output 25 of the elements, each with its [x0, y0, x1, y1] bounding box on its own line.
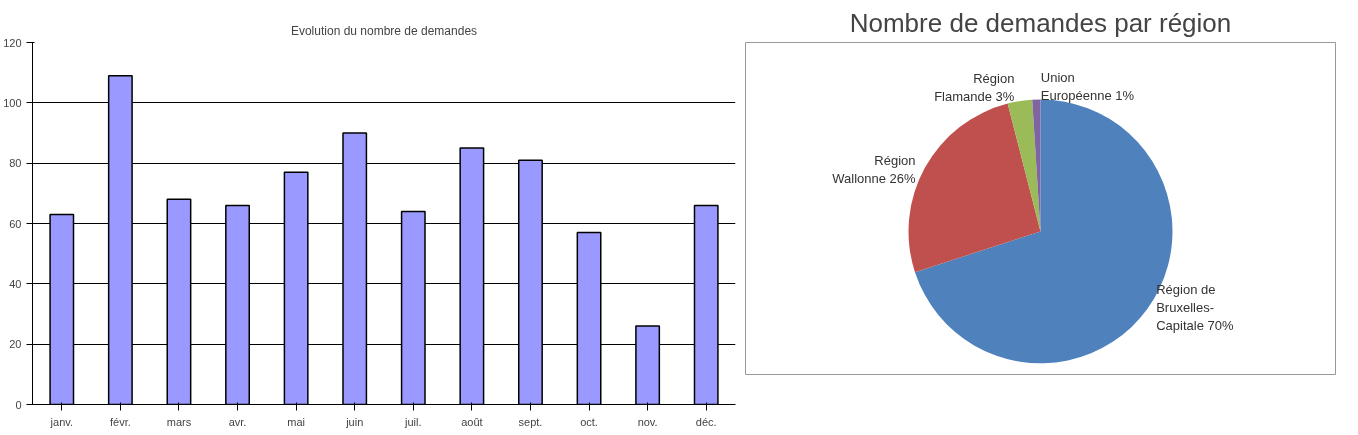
x-tick-label: juil.: [404, 415, 422, 428]
slice-label: Union Européenne 1%: [1040, 69, 1135, 103]
slice-label: Région Wallonne 26%: [832, 152, 917, 186]
y-tick-label: 80: [9, 157, 22, 170]
y-tick-label: 0: [15, 398, 22, 411]
slice-label: Région de Bruxelles-Capitale 70%: [1156, 281, 1234, 333]
x-tick-label: sept.: [518, 415, 543, 428]
chart-title: Evolution du nombre de demandes: [290, 23, 478, 38]
x-tick-label: juin: [345, 415, 364, 428]
x-tick-label: mars: [166, 415, 192, 428]
x-tick-label: nov.: [637, 415, 658, 428]
x-tick-label: août: [461, 415, 483, 428]
x-tick-label: janv.: [49, 415, 73, 428]
y-tick-label: 100: [3, 96, 22, 109]
x-tick-label: déc.: [695, 415, 717, 428]
slice-label: Région Flamande 3%: [934, 71, 1015, 105]
y-tick-label: 40: [9, 277, 22, 290]
x-tick-label: févr.: [109, 415, 131, 428]
y-tick-label: 60: [9, 217, 22, 230]
y-tick-label: 120: [3, 36, 22, 49]
y-tick-label: 20: [9, 338, 22, 351]
x-tick-label: mai: [287, 415, 305, 428]
chart-title: Nombre de demandes par région: [849, 7, 1232, 38]
x-tick-label: avr.: [228, 415, 247, 428]
x-tick-label: oct.: [580, 415, 598, 428]
